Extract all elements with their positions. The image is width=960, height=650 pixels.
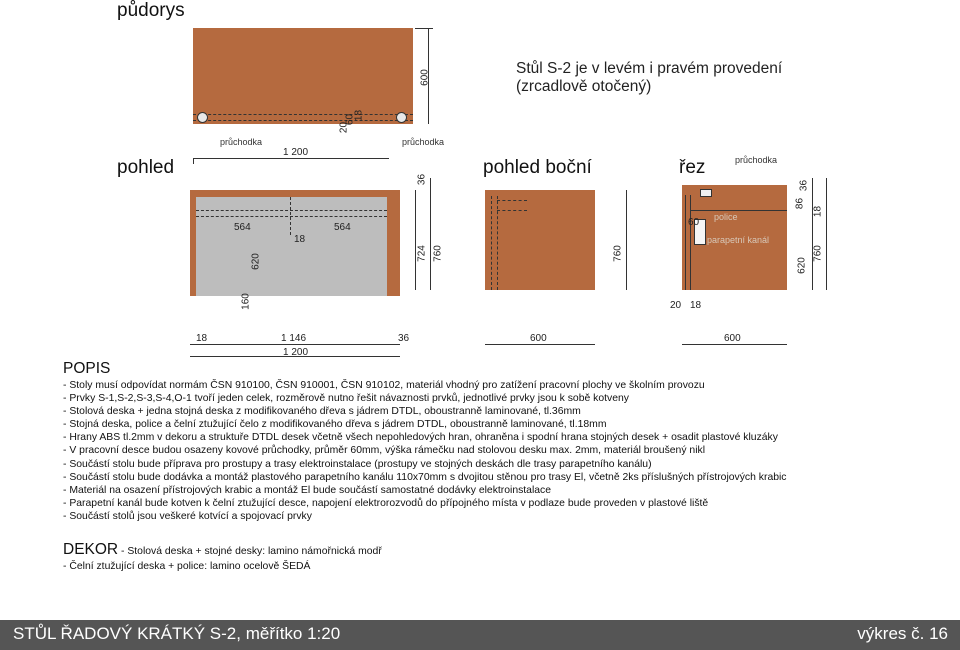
section-bottom-600: 600 — [724, 333, 741, 344]
popis-item: - Součástí stolu bude příprava pro prost… — [63, 458, 652, 470]
footer-title: STŮL ŘADOVÝ KRÁTKÝ S-2, měřítko 1:20 — [13, 624, 341, 643]
dekor-text1: - Stolová deska + stojné desky: lamino n… — [118, 546, 382, 557]
popis-item: - Materiál na osazení přístrojových krab… — [63, 484, 552, 496]
pruchodka-right-icon — [396, 112, 407, 123]
popis-heading: POPIS — [63, 360, 111, 377]
side-view-title: pohled boční — [483, 157, 592, 178]
section-view — [682, 185, 787, 290]
side-panel — [485, 190, 595, 290]
front-dim-564-right: 564 — [334, 222, 351, 233]
popis-item: - V pracovní desce budou osazeny kovové … — [63, 445, 706, 457]
footer-sheet: výkres č. 16 — [857, 624, 948, 643]
section-kanal: parapetní kanál — [707, 235, 770, 245]
section-title: řez — [679, 157, 706, 178]
front-tabletop — [190, 190, 400, 197]
section-dim-20: 20 — [670, 300, 682, 311]
front-bottom-1146: 1 146 — [281, 333, 307, 344]
plan-pruchodka-left: průchodka — [220, 137, 263, 147]
popis-item: - Součástí stolu bude dodávka a montáž p… — [63, 471, 787, 483]
popis-item: - Součástí stolů jsou veškeré kotvící a … — [63, 510, 312, 522]
section-dim-620: 620 — [796, 257, 808, 274]
front-dim-620: 620 — [250, 253, 262, 270]
footer-bar: STŮL ŘADOVÝ KRÁTKÝ S-2, měřítko 1:20 výk… — [0, 620, 960, 650]
front-dim-760: 760 — [432, 245, 444, 262]
section-pruchodka: průchodka — [735, 155, 778, 165]
dekor-heading: DEKOR — [63, 541, 119, 558]
front-modesty-panel — [196, 197, 387, 296]
section-dim-760: 760 — [812, 245, 824, 262]
section-dim-18: 18 — [690, 300, 702, 311]
section-dim-36: 36 — [798, 179, 810, 192]
plan-pruchodka-right: průchodka — [402, 137, 445, 147]
front-bottom-18: 18 — [196, 333, 208, 344]
front-leg-right — [387, 197, 400, 296]
front-bottom-1200: 1 200 — [283, 347, 309, 358]
popis-list: - Stoly musí odpovídat normám ČSN 910100… — [63, 379, 787, 523]
popis-item: - Parapetní kanál bude kotven k čelní zt… — [63, 497, 709, 509]
front-dim-18: 18 — [294, 234, 306, 245]
front-dim-564-left: 564 — [234, 222, 251, 233]
front-dim-36: 36 — [416, 173, 428, 186]
side-dim-760: 760 — [612, 245, 624, 262]
parapet-channel — [694, 219, 706, 245]
popis-item: - Hrany ABS tl.2mm v dekoru a struktuře … — [63, 432, 778, 444]
section-police: police — [714, 212, 738, 222]
mirror-note-line1: Stůl S-2 je v levém i pravém provedení — [516, 60, 783, 77]
popis-item: - Stoly musí odpovídat normám ČSN 910100… — [63, 380, 705, 391]
front-bottom-36: 36 — [398, 333, 410, 344]
front-dim-724: 724 — [416, 245, 428, 262]
plan-dim-1200: 1 200 — [283, 147, 309, 158]
plan-dim-600: 600 — [419, 69, 431, 86]
dekor-line1: DEKOR - Stolová deska + stojné desky: la… — [63, 541, 382, 559]
front-leg-left — [190, 197, 196, 296]
pruchodka-left-icon — [197, 112, 208, 123]
front-dim-160: 160 — [240, 293, 252, 310]
plan-title: půdorys — [117, 0, 185, 21]
side-view — [485, 190, 595, 290]
section-dim-60: 60 — [688, 217, 700, 228]
popis-item: - Prvky S-1,S-2,S-3,S-4,O-1 tvoří jeden … — [63, 393, 629, 405]
dekor-line2: - Čelní ztužující deska + police: lamino… — [63, 561, 311, 572]
mirror-note-line2: (zrcadlově otočený) — [516, 78, 652, 95]
popis-item: - Stojná deska, police a čelní ztužující… — [63, 419, 607, 431]
plan-dim-18: 18 — [353, 109, 365, 122]
side-bottom-600: 600 — [530, 333, 547, 344]
popis-item: - Stolová deska + jedna stojná deska z m… — [63, 406, 581, 418]
front-view-title: pohled — [117, 157, 175, 178]
front-view — [190, 190, 400, 320]
plan-view — [193, 28, 413, 128]
plan-tabletop — [193, 28, 413, 124]
section-dim-18b: 18 — [812, 205, 824, 218]
